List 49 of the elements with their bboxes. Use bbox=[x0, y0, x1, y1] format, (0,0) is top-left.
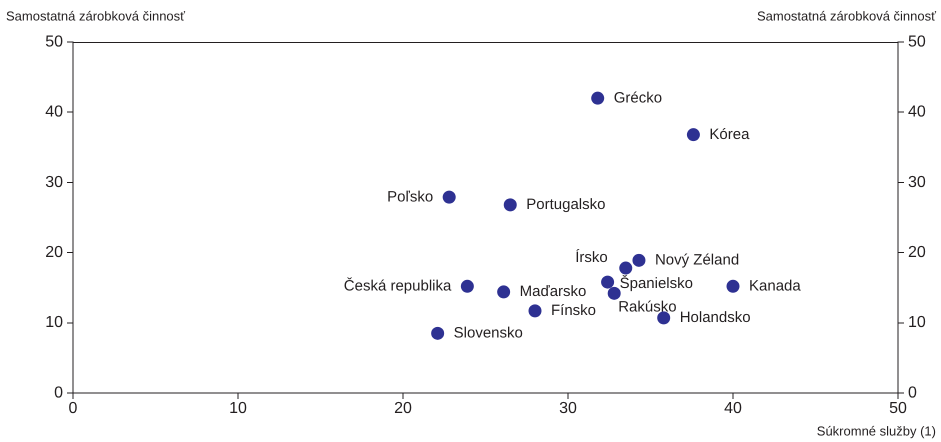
point bbox=[632, 254, 646, 267]
annotation: Rakúsko bbox=[618, 298, 677, 316]
point bbox=[726, 280, 740, 293]
y-axis-title: Samostatná zárobková činnosť bbox=[6, 8, 186, 24]
y2-tick-label: 0 bbox=[908, 384, 917, 402]
point bbox=[657, 311, 670, 324]
point bbox=[619, 262, 632, 275]
annotation: Fínsko bbox=[551, 302, 596, 320]
annotation: Slovensko bbox=[454, 324, 523, 342]
annotation: Grécko bbox=[614, 89, 662, 106]
annotation: Holandsko bbox=[680, 309, 751, 326]
annotation: Írsko bbox=[575, 248, 608, 266]
annotation: Španielsko bbox=[620, 274, 693, 292]
y2-tick-label: 30 bbox=[908, 174, 926, 191]
annotation: Maďarsko bbox=[520, 283, 586, 300]
annotation: Kanada bbox=[749, 277, 802, 294]
x-tick-label: 10 bbox=[229, 400, 247, 418]
annotation: Poľsko bbox=[387, 188, 434, 206]
point bbox=[528, 304, 542, 318]
x-tick-label: 20 bbox=[394, 400, 412, 418]
y2-tick-label: 20 bbox=[908, 244, 926, 262]
x-tick-label: 0 bbox=[68, 400, 78, 418]
x-axis-title: Súkromné služby (1) bbox=[816, 424, 936, 439]
annotation: Kórea bbox=[709, 126, 750, 143]
point bbox=[601, 276, 614, 289]
point bbox=[442, 190, 456, 204]
y2-tick-label: 50 bbox=[908, 33, 926, 50]
x-tick-label: 50 bbox=[889, 400, 907, 418]
annotation: Nový Zéland bbox=[654, 251, 740, 268]
point bbox=[504, 198, 517, 212]
annotation: Portugalsko bbox=[526, 196, 606, 214]
point bbox=[460, 280, 474, 293]
y-tick-label: 0 bbox=[54, 384, 64, 402]
y-tick-label: 10 bbox=[45, 314, 64, 332]
x-tick-label: 40 bbox=[724, 400, 742, 418]
y-tick-label: 30 bbox=[45, 174, 64, 191]
point bbox=[591, 92, 604, 105]
x-tick-label: 30 bbox=[559, 400, 577, 418]
y2-tick-label: 10 bbox=[908, 314, 926, 332]
point bbox=[686, 128, 700, 142]
y-tick-label: 50 bbox=[45, 33, 64, 50]
annotation: Česká republika bbox=[344, 276, 452, 294]
y-tick-label: 40 bbox=[45, 104, 64, 121]
y2-axis-title: Samostatná zárobková činnosť bbox=[756, 8, 936, 24]
point bbox=[497, 285, 510, 298]
y2-tick-label: 40 bbox=[908, 104, 926, 121]
point bbox=[608, 286, 621, 300]
point bbox=[431, 326, 444, 340]
y-tick-label: 20 bbox=[45, 244, 64, 262]
